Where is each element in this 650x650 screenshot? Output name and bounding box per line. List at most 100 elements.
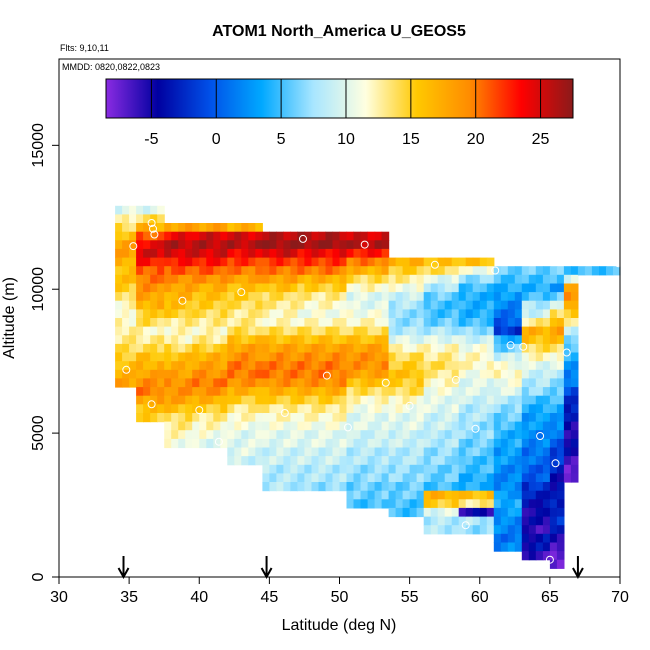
heatmap-cell xyxy=(367,266,376,276)
heatmap-cell xyxy=(360,248,369,259)
heatmap-cell xyxy=(311,456,320,466)
y-tick-label: 5000 xyxy=(30,415,47,451)
heatmap-cell xyxy=(507,456,516,466)
heatmap-cell xyxy=(556,395,565,405)
heatmap-cell xyxy=(472,266,481,276)
heatmap-cell xyxy=(136,257,144,267)
heatmap-cell xyxy=(521,335,530,345)
heatmap-cell xyxy=(262,404,270,414)
heatmap-cell xyxy=(325,283,334,293)
heatmap-cell xyxy=(563,473,572,483)
heatmap-cell xyxy=(528,404,537,414)
heatmap-cell xyxy=(437,413,446,423)
heatmap-cell xyxy=(416,395,425,405)
heatmap-cell xyxy=(311,266,320,276)
heatmap-cell xyxy=(395,292,404,302)
heatmap-cell xyxy=(507,499,516,509)
heatmap-cell xyxy=(493,378,502,388)
heatmap-cell xyxy=(150,318,158,328)
heatmap-cell xyxy=(570,361,579,371)
heatmap-cell xyxy=(185,274,193,284)
heatmap-cell xyxy=(381,447,390,457)
heatmap-cell xyxy=(430,456,439,466)
heatmap-cell xyxy=(360,369,369,379)
heatmap-cell xyxy=(451,335,460,345)
heatmap-cell xyxy=(122,274,130,284)
heatmap-cell xyxy=(444,490,453,500)
heatmap-cell xyxy=(199,326,207,336)
heatmap-cell xyxy=(451,525,460,535)
heatmap-cell xyxy=(374,300,383,310)
heatmap-cell xyxy=(339,447,348,457)
observation-point xyxy=(299,234,307,243)
heatmap-cell xyxy=(332,240,341,250)
heatmap-cell xyxy=(367,421,376,431)
heatmap-cell xyxy=(444,309,453,319)
heatmap-cell xyxy=(430,257,439,267)
heatmap-cell xyxy=(220,343,228,354)
heatmap-cell xyxy=(423,430,432,440)
heatmap-cell xyxy=(290,464,298,474)
heatmap-cell xyxy=(535,464,544,474)
heatmap-cell xyxy=(192,369,200,379)
heatmap-cell xyxy=(514,430,523,440)
heatmap-cell xyxy=(479,274,488,284)
heatmap-cell xyxy=(199,248,207,259)
heatmap-cell xyxy=(388,266,397,276)
heatmap-cell xyxy=(220,266,228,276)
heatmap-cell xyxy=(367,257,376,267)
heatmap-cell xyxy=(479,447,488,457)
heatmap-cell xyxy=(409,447,418,457)
heatmap-cell xyxy=(395,257,404,267)
heatmap-cell xyxy=(374,464,383,474)
heatmap-cell xyxy=(402,507,411,518)
observation-point xyxy=(491,266,500,275)
heatmap-cell xyxy=(556,413,565,423)
heatmap-cell xyxy=(157,343,165,354)
heatmap-cell xyxy=(304,335,312,345)
heatmap-cell xyxy=(248,456,256,466)
heatmap-cell xyxy=(451,421,460,431)
heatmap-cell xyxy=(171,352,179,362)
heatmap-cell xyxy=(164,413,172,423)
heatmap-cell xyxy=(220,404,228,414)
heatmap-cell xyxy=(507,309,516,319)
heatmap-cell xyxy=(262,309,270,319)
heatmap-cell xyxy=(311,447,320,457)
heatmap-cell xyxy=(129,369,137,379)
heatmap-cell xyxy=(528,438,537,449)
heatmap-cell xyxy=(297,326,305,336)
heatmap-cell xyxy=(430,413,439,423)
heatmap-cell xyxy=(318,378,327,388)
heatmap-cell xyxy=(479,335,488,345)
heatmap-cell xyxy=(451,318,460,328)
heatmap-cell xyxy=(290,404,298,414)
heatmap-cell xyxy=(332,482,341,492)
heatmap-cell xyxy=(178,335,186,345)
heatmap-cell xyxy=(409,257,418,267)
heatmap-cell xyxy=(395,490,404,500)
heatmap-cell xyxy=(213,292,221,302)
heatmap-cell xyxy=(206,335,214,345)
heatmap-cell xyxy=(451,352,460,362)
heatmap-cell xyxy=(437,456,446,466)
heatmap-cell xyxy=(563,413,572,423)
heatmap-cell xyxy=(521,533,530,543)
heatmap-cell xyxy=(115,257,123,267)
heatmap-cell xyxy=(514,438,523,449)
heatmap-cell xyxy=(542,464,551,474)
heatmap-cell xyxy=(325,473,334,483)
heatmap-cell xyxy=(472,525,481,535)
heatmap-cell xyxy=(549,352,558,362)
heatmap-cell xyxy=(157,309,165,319)
heatmap-cell xyxy=(521,283,530,293)
heatmap-cell xyxy=(472,464,481,474)
heatmap-cell xyxy=(493,516,502,526)
heatmap-cell xyxy=(297,395,305,405)
heatmap-cell xyxy=(570,283,579,293)
heatmap-cell xyxy=(241,369,249,379)
heatmap-cell xyxy=(129,205,137,215)
heatmap-cell xyxy=(472,447,481,457)
heatmap-cell xyxy=(164,223,172,233)
heatmap-cell xyxy=(269,266,277,276)
